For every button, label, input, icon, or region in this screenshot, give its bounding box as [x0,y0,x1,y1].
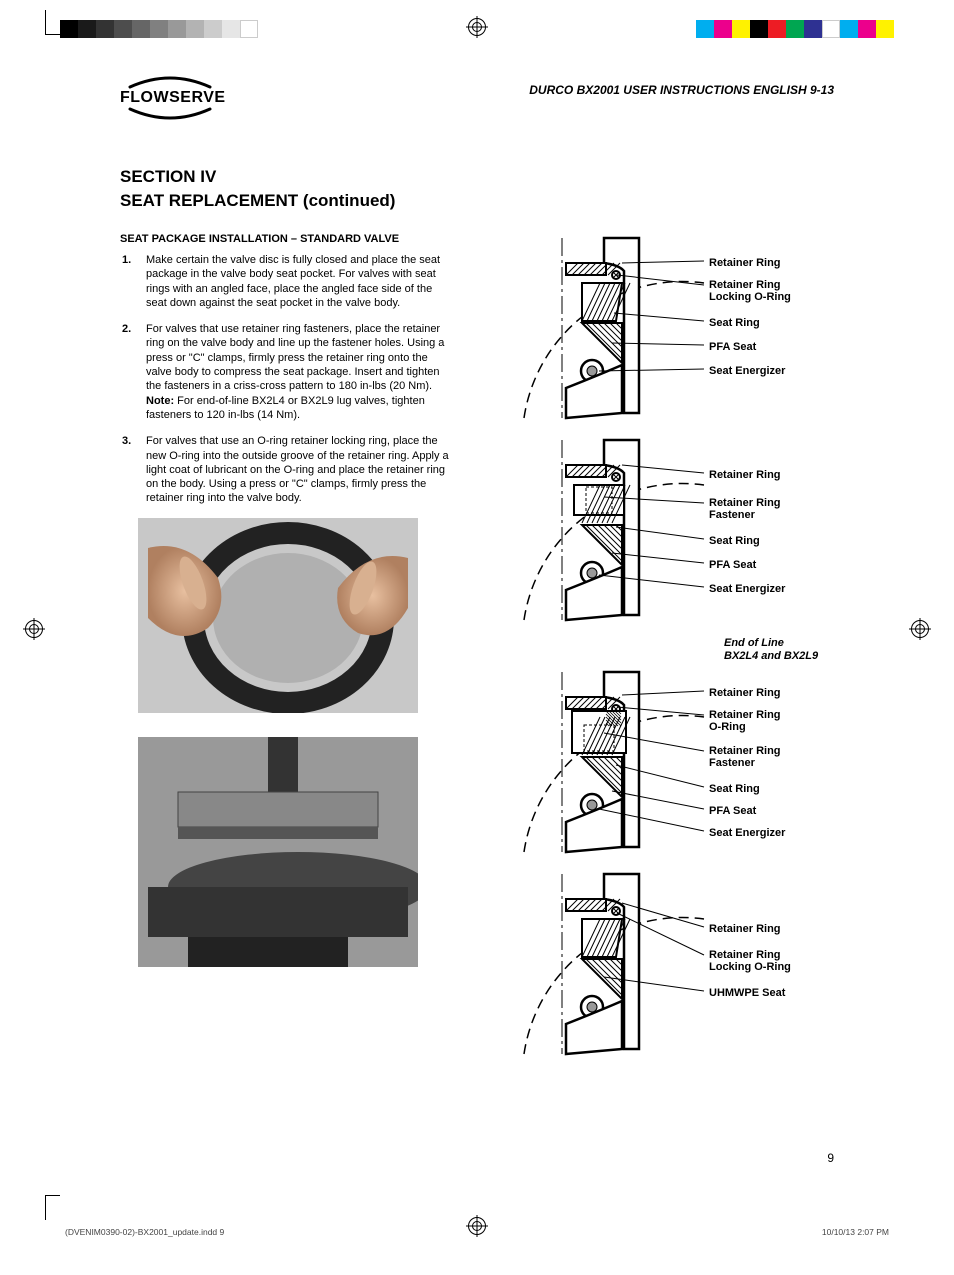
footer-timestamp: 10/10/13 2:07 PM [822,1227,889,1237]
instruction-step: 2.For valves that use retainer ring fast… [138,322,454,422]
diagram-label: Retainer RingFastener [709,497,781,521]
diagram-label: Seat Energizer [709,583,785,595]
diagram-label: Retainer Ring [709,257,781,269]
diagram-label: PFA Seat [709,559,756,571]
diagram-label: Retainer RingLocking O-Ring [709,949,791,973]
instruction-step: 3.For valves that use an O-ring retainer… [138,434,454,505]
gray-swatch-bar [60,20,258,38]
diagram-label: Retainer Ring [709,923,781,935]
registration-mark [911,620,929,638]
diagram-column: Retainer Ring Retainer RingLocking O-Ring… [504,233,834,1071]
instruction-photo [138,737,418,967]
subheading: SEAT PACKAGE INSTALLATION – STANDARD VAL… [120,233,454,245]
diagram-label: Retainer RingLocking O-Ring [709,279,791,303]
document-title: DURCO BX2001 USER INSTRUCTIONS ENGLISH 9… [529,83,834,97]
footer-filename: (DVENIM0390-02)-BX2001_update.indd 9 [65,1227,224,1237]
diagram-label: Seat Ring [709,783,760,795]
cross-section-diagram: Retainer Ring Retainer RingFastener Seat R… [504,435,834,625]
diagram-label: Retainer RingFastener [709,745,781,769]
registration-mark [25,620,43,638]
cross-section-diagram: Retainer Ring Retainer RingO-Ring Retainer… [504,667,834,857]
crop-mark [45,10,60,35]
diagram-label: PFA Seat [709,341,756,353]
section-number: SECTION IV [120,167,834,187]
diagram-label: Retainer Ring [709,687,781,699]
registration-mark [468,18,486,36]
instruction-photo [138,518,418,713]
section-title: SEAT REPLACEMENT (continued) [120,191,834,211]
diagram-label: Retainer RingO-Ring [709,709,781,733]
print-footer: (DVENIM0390-02)-BX2001_update.indd 9 10/… [65,1227,889,1237]
crop-mark [45,1195,60,1220]
page-number: 9 [827,1151,834,1165]
logo: FLOWSERVE [120,75,220,121]
diagram-label: PFA Seat [709,805,756,817]
diagram-label: Seat Energizer [709,365,785,377]
cross-section-diagram: Retainer Ring Retainer RingLocking O-Ring… [504,869,834,1059]
instruction-list: 1.Make certain the valve disc is fully c… [120,253,454,506]
diagram-label: Seat Ring [709,317,760,329]
color-swatch-bar [696,20,894,38]
logo-text: FLOWSERVE [120,89,220,107]
diagram-label: Seat Ring [709,535,760,547]
instruction-step: 1.Make certain the valve disc is fully c… [138,253,454,310]
diagram-label: Retainer Ring [709,469,781,481]
diagram-label: Seat Energizer [709,827,785,839]
cross-section-diagram: Retainer Ring Retainer RingLocking O-Ring… [504,233,834,423]
diagram-label: UHMWPE Seat [709,987,785,999]
diagram-title: End of LineBX2L4 and BX2L9 [724,637,834,663]
